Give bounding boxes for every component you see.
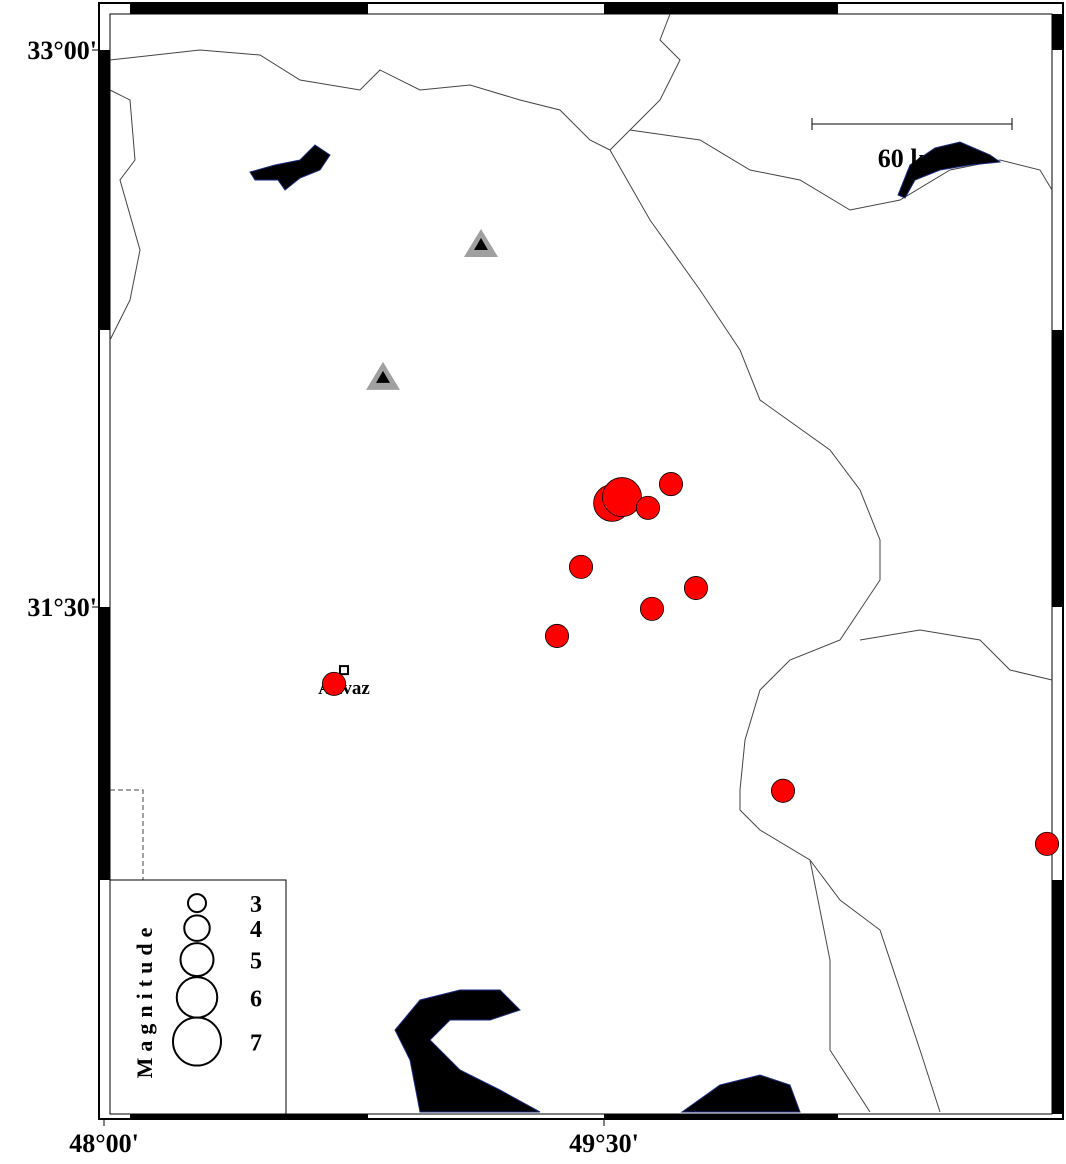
earthquake (321, 671, 347, 696)
borders (109, 13, 1053, 1113)
lake (897, 141, 1002, 199)
reservoir (249, 144, 331, 191)
earthquake (635, 495, 661, 520)
water-bodies (249, 141, 1002, 1113)
y-tick-label: 31°30' (27, 593, 97, 622)
legend-circle (172, 1016, 222, 1067)
legend-circle (187, 893, 207, 914)
legend-label: 5 (250, 949, 262, 975)
gulf (394, 989, 541, 1113)
earthquake (602, 477, 642, 517)
legend-label: 3 (250, 892, 262, 918)
scale-bar: 60 km (811, 118, 1013, 173)
earthquake (568, 554, 594, 579)
legend-title: Magnitude (132, 922, 157, 1079)
station (375, 370, 390, 383)
earthquake (544, 623, 570, 648)
earthquake (770, 778, 796, 803)
x-tick-label: 48°00' (69, 1129, 139, 1158)
x-tick-label: 49°30' (569, 1129, 639, 1158)
scale-label: 60 km (878, 144, 947, 173)
gulf-east (680, 1074, 801, 1113)
city-marker (338, 665, 349, 676)
y-tick-label: 33°00' (27, 36, 97, 65)
legend-circle (183, 914, 211, 942)
earthquake (639, 596, 665, 621)
earthquake (1034, 831, 1060, 856)
earthquake (683, 576, 709, 601)
layers: 48°00'49°30'33°00'31°30'Ahvaz34567 (27, 36, 1060, 1158)
frame (98, 2, 1064, 1120)
earthquake (658, 472, 684, 497)
legend: Magnitude (109, 879, 287, 1115)
legend-label: 4 (250, 917, 262, 943)
station (473, 237, 488, 250)
legend-circle (179, 942, 215, 978)
legend-label: 7 (250, 1031, 262, 1057)
legend-label: 6 (250, 986, 262, 1012)
